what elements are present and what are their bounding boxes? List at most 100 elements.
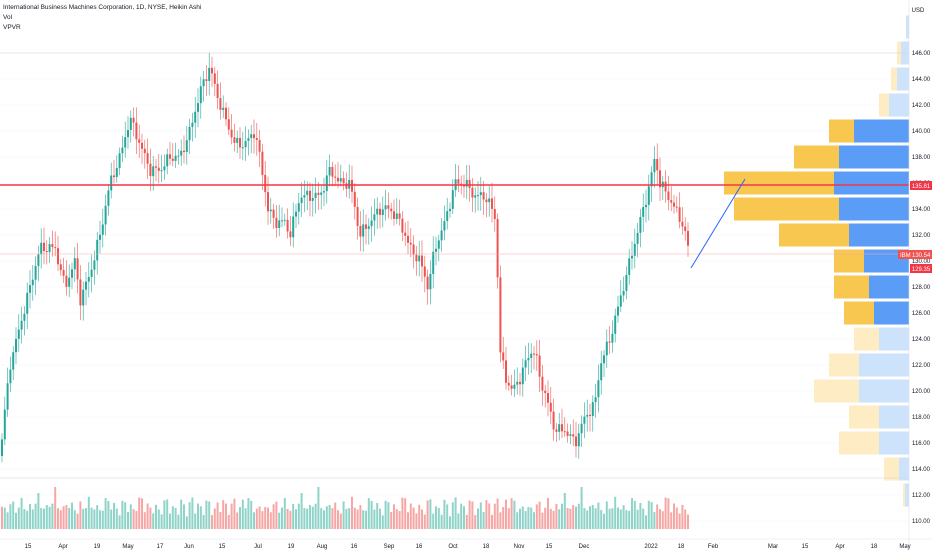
volume-bar: [451, 502, 454, 529]
volume-bar: [516, 512, 519, 529]
candle-body: [485, 199, 488, 203]
candle-body: [300, 197, 303, 204]
svg-text:135.81: 135.81: [912, 184, 931, 190]
vpvr-down-bar: [794, 145, 839, 169]
volume-bar: [216, 502, 219, 529]
volume-bar: [488, 503, 491, 529]
candle-body: [143, 148, 146, 154]
candle-body: [519, 381, 521, 385]
volume-bar: [278, 512, 281, 529]
candle-body: [538, 355, 541, 377]
candle-body: [569, 434, 572, 436]
candle-body: [426, 276, 429, 290]
time-tick-label: Apr: [58, 544, 67, 550]
volume-bar: [538, 501, 541, 529]
volume-bar: [127, 511, 129, 529]
volume-bar: [323, 510, 325, 529]
candle-body: [477, 195, 479, 197]
vpvr-up-bar: [839, 145, 909, 169]
candle-body: [306, 190, 309, 196]
trend-line[interactable]: [690, 178, 746, 269]
volume-bar: [306, 508, 309, 529]
volume-bar: [51, 503, 54, 529]
volume-bar: [247, 498, 250, 529]
candle-body: [314, 192, 317, 198]
volume-bar: [300, 493, 303, 529]
symbol-title[interactable]: International Business Machines Corporat…: [3, 4, 202, 11]
candle-body: [513, 384, 516, 389]
candle-body: [376, 208, 379, 215]
volume-bar: [353, 507, 356, 529]
candle-body: [591, 402, 594, 416]
volume-bar: [661, 511, 664, 529]
candle-body: [482, 192, 485, 200]
volume-bar: [29, 503, 31, 529]
price-axis[interactable]: 146.00144.00142.00140.00138.00136.00134.…: [912, 51, 931, 525]
volume-bar: [183, 504, 185, 529]
candle-body: [681, 221, 684, 227]
vpvr-down-bar: [814, 379, 859, 403]
price-tick-label: 146.00: [912, 51, 931, 57]
candle-body: [446, 211, 449, 222]
volume-bar: [230, 503, 233, 529]
volume-bar: [101, 510, 104, 529]
volume-bar: [348, 508, 351, 529]
candle-body: [603, 355, 605, 364]
volume-bar: [463, 506, 465, 529]
volume-bar: [191, 497, 194, 529]
candle-body: [365, 224, 367, 229]
volume-bar: [110, 509, 113, 529]
volume-bar: [115, 508, 118, 529]
volume-bar: [90, 507, 93, 529]
time-axis[interactable]: 15 Apr 19 May 17 Jun 15 Jul 19 Aug 16 Sep 16 Oct 18 Nov…: [25, 544, 911, 550]
volume-bar: [275, 501, 278, 529]
volume-bar: [152, 513, 155, 529]
volume-bar: [143, 512, 146, 529]
candle-body: [605, 341, 608, 356]
candle-body: [583, 416, 586, 424]
time-tick-label: Sep: [384, 544, 395, 550]
volume-indicator-label[interactable]: Vol: [3, 14, 13, 21]
price-tick-label: 142.00: [912, 103, 931, 109]
candle-body: [57, 248, 59, 265]
volume-bar: [370, 500, 373, 529]
volume-bar: [59, 510, 62, 529]
volume-bar: [496, 498, 499, 529]
volume-bar: [603, 513, 605, 529]
candle-body: [325, 175, 328, 192]
volume-bar: [387, 502, 390, 529]
vpvr-histogram: [724, 15, 909, 507]
candle-body: [183, 150, 185, 153]
volume-bar: [519, 508, 521, 529]
volume-bar: [645, 515, 647, 529]
volume-bar: [575, 506, 577, 529]
candle-body: [566, 431, 569, 436]
volume-bar: [65, 505, 68, 529]
volume-bar: [675, 507, 678, 529]
volume-bar: [141, 498, 143, 529]
candle-body: [345, 183, 348, 189]
candle-body: [48, 244, 51, 253]
vpvr-indicator-label[interactable]: VPVR: [3, 24, 21, 31]
candle-body: [572, 434, 575, 437]
volume-bar: [37, 493, 40, 529]
candle-body: [642, 207, 645, 217]
volume-bar: [79, 501, 82, 529]
price-tick-label: 130.00: [912, 259, 931, 265]
volume-bar: [443, 499, 446, 529]
volume-bar: [558, 509, 561, 529]
volume-bar: [309, 505, 311, 529]
candle-body: [31, 279, 34, 286]
volume-bar: [656, 504, 659, 529]
vpvr-up-bar: [839, 197, 909, 221]
volume-bar: [264, 506, 267, 529]
vpvr-up-bar: [899, 457, 909, 481]
candle-body: [267, 192, 269, 212]
candle-body: [407, 235, 409, 243]
candle-body: [65, 275, 68, 287]
candle-body: [222, 107, 225, 110]
time-tick-label: 15: [546, 544, 553, 550]
volume-bar: [577, 503, 580, 529]
countdown-price-tag: 129.35: [910, 264, 932, 273]
